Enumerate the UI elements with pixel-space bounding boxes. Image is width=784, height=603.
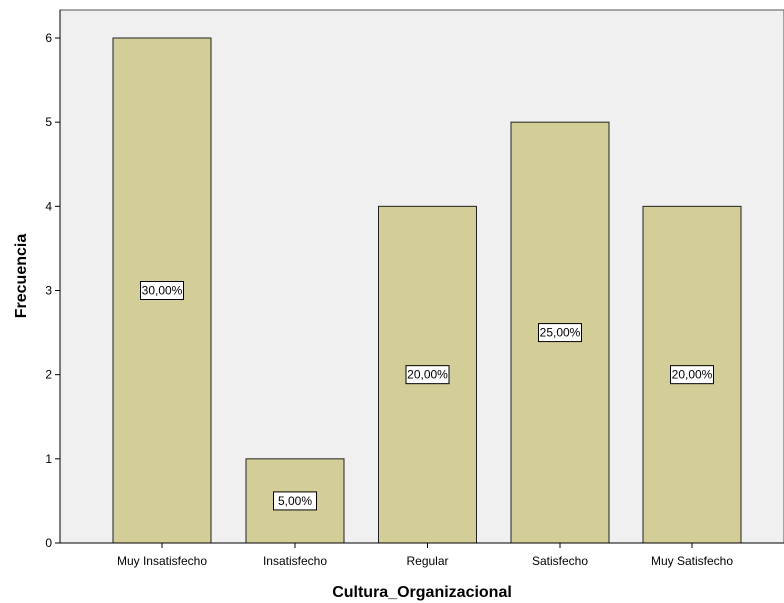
data-label: 25,00% (540, 326, 581, 340)
data-label-box (538, 323, 582, 343)
y-axis-title: Frecuencia (13, 234, 30, 319)
x-tick-label: Satisfecho (532, 554, 588, 568)
y-axis-ticks: 0 1 2 3 4 5 6 (45, 31, 60, 550)
y-tick-label: 6 (45, 31, 52, 45)
data-label: 20,00% (672, 368, 713, 382)
data-label-box (670, 365, 714, 385)
data-label-box (140, 281, 184, 300)
x-axis-ticks: Muy Insatisfecho Insatisfecho Regular Satis… (117, 543, 733, 568)
data-label-box (273, 491, 317, 511)
x-tick-label: Muy Satisfecho (651, 554, 733, 568)
y-tick-label: 0 (45, 536, 52, 550)
y-tick-label: 5 (45, 115, 52, 129)
data-label: 5,00% (278, 494, 312, 508)
y-tick-label: 4 (45, 199, 52, 213)
data-label-box (405, 365, 450, 385)
y-tick-label: 1 (45, 452, 52, 466)
x-tick-label: Regular (406, 554, 448, 568)
data-label: 20,00% (407, 368, 448, 382)
x-axis-title: Cultura_Organizacional (332, 584, 512, 601)
y-tick-label: 3 (45, 284, 52, 298)
bars-group: 30,00% 5,00% 20,00% 25,00% 20,00% (112, 37, 742, 544)
x-tick-label: Muy Insatisfecho (117, 554, 207, 568)
x-tick-label: Insatisfecho (263, 554, 327, 568)
data-label: 30,00% (142, 284, 183, 298)
y-tick-label: 2 (45, 368, 52, 382)
